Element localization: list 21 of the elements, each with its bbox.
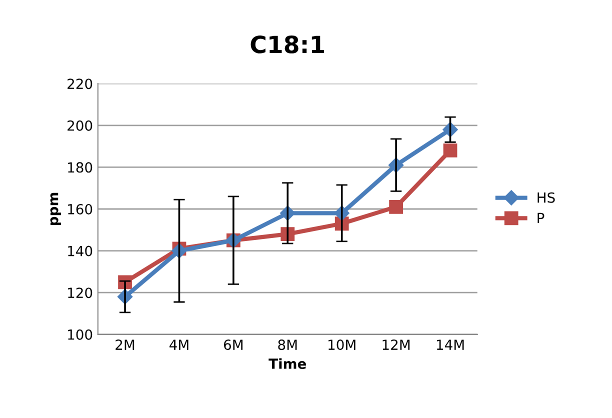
x-tick-label: 8M (278, 340, 297, 350)
x-tick-label: 10M (328, 340, 356, 350)
point (443, 144, 458, 158)
y-tick-label: 100 (68, 329, 92, 340)
x-tick-label: 12M (382, 340, 410, 350)
x-axis-title: Time (268, 358, 306, 370)
y-tick-label: 140 (68, 246, 92, 256)
y-axis-title: ppm (50, 192, 61, 226)
legend-label: HS (538, 192, 555, 203)
chart-title: C18:1 (250, 36, 324, 54)
y-tick-label: 200 (68, 120, 92, 131)
x-tick-label: 4M (170, 340, 188, 350)
y-tick-label: 220 (68, 78, 92, 90)
y-tick-label: 180 (68, 162, 92, 173)
y-tick-label: 120 (68, 288, 92, 298)
x-tick-label: 6M (224, 340, 242, 350)
point (389, 200, 403, 214)
y-tick-label: 160 (68, 204, 92, 214)
x-tick-label: 2M (116, 340, 134, 350)
legend-label: P (538, 212, 544, 224)
x-tick-label: 14M (436, 340, 464, 350)
